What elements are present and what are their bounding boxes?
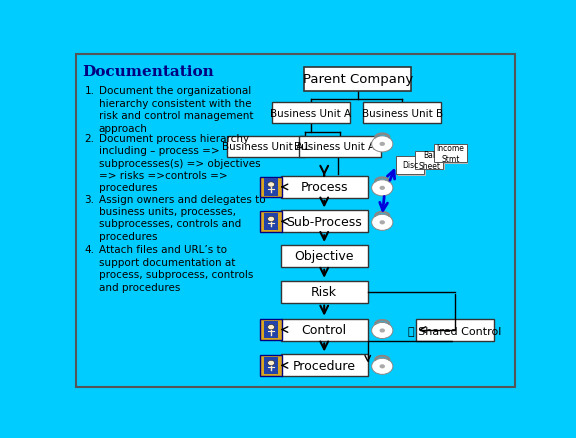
- Bar: [260, 320, 282, 340]
- Bar: [281, 319, 367, 341]
- Bar: [281, 281, 367, 303]
- Text: Objective: Objective: [294, 250, 354, 263]
- Bar: [260, 355, 282, 376]
- Circle shape: [380, 364, 385, 368]
- Text: Business Unit A-2: Business Unit A-2: [294, 142, 385, 152]
- Bar: [227, 137, 305, 157]
- Text: Attach files and URL’s to
support documentation at
process, subprocess, controls: Attach files and URL’s to support docume…: [99, 245, 253, 292]
- Bar: [304, 67, 411, 92]
- Bar: [260, 177, 282, 198]
- Text: Control: Control: [302, 323, 347, 336]
- Bar: [281, 355, 367, 377]
- Bar: [281, 245, 367, 267]
- Circle shape: [372, 323, 393, 339]
- Text: ⤔ Shared Control: ⤔ Shared Control: [408, 325, 502, 335]
- Bar: [260, 212, 282, 232]
- Text: 1.: 1.: [85, 86, 94, 96]
- Bar: [434, 145, 467, 163]
- Bar: [417, 152, 445, 171]
- Bar: [298, 137, 381, 157]
- Text: Business Unit A1: Business Unit A1: [222, 142, 310, 152]
- Bar: [363, 103, 441, 124]
- Bar: [281, 177, 367, 198]
- Text: Sub-Process: Sub-Process: [286, 215, 362, 228]
- Text: Risk: Risk: [311, 286, 337, 299]
- Circle shape: [380, 186, 385, 191]
- Text: Process: Process: [301, 181, 348, 194]
- Bar: [264, 179, 278, 196]
- Bar: [264, 321, 278, 339]
- Bar: [264, 213, 278, 230]
- Bar: [272, 103, 350, 124]
- Circle shape: [372, 215, 393, 231]
- Circle shape: [268, 182, 275, 187]
- Circle shape: [268, 217, 275, 222]
- Circle shape: [268, 325, 275, 330]
- Text: 3.: 3.: [85, 194, 94, 204]
- Bar: [415, 151, 443, 170]
- Text: 2.: 2.: [85, 134, 94, 144]
- Text: 4.: 4.: [85, 245, 94, 255]
- Text: Business Unit B: Business Unit B: [362, 108, 443, 118]
- Circle shape: [372, 358, 393, 374]
- Bar: [416, 319, 494, 341]
- Text: Assign owners and delegates to
business units, processes,
subprocesses, controls: Assign owners and delegates to business …: [99, 194, 266, 241]
- Bar: [281, 211, 367, 233]
- Circle shape: [380, 328, 385, 333]
- Text: Document the organizational
hierarchy consistent with the
risk and control manag: Document the organizational hierarchy co…: [99, 86, 253, 134]
- Text: Bal
Sheet: Bal Sheet: [418, 151, 440, 170]
- Text: Documentation: Documentation: [82, 64, 214, 78]
- Bar: [396, 156, 424, 175]
- Circle shape: [380, 221, 385, 225]
- Text: Disc: Disc: [402, 161, 418, 170]
- Text: Procedure: Procedure: [293, 359, 356, 372]
- Circle shape: [372, 180, 393, 196]
- Circle shape: [380, 142, 385, 147]
- Circle shape: [372, 137, 393, 152]
- Text: Income
Stmt: Income Stmt: [437, 144, 464, 163]
- Bar: [436, 146, 468, 164]
- Circle shape: [268, 360, 275, 366]
- Text: Business Unit A: Business Unit A: [270, 108, 351, 118]
- Bar: [398, 158, 426, 176]
- Bar: [264, 357, 278, 374]
- Text: Document process hierarchy
including – process =>
subprocesses(s) => objectives
: Document process hierarchy including – p…: [99, 134, 260, 193]
- Text: Parent Company: Parent Company: [302, 73, 413, 86]
